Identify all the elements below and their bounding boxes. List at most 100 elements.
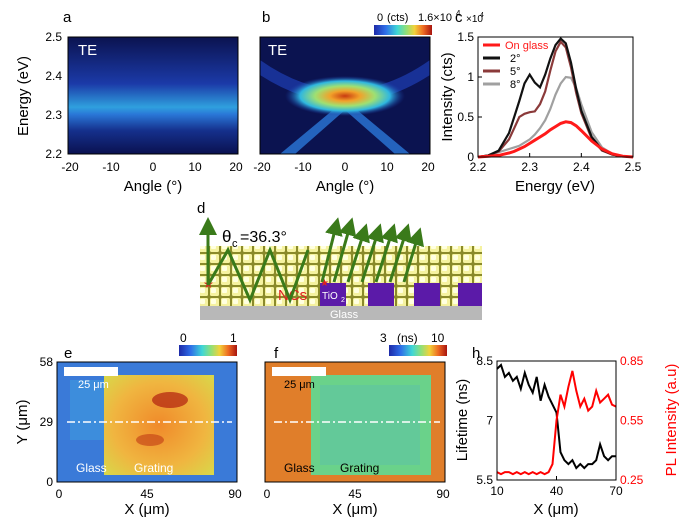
panel-b-dispersion-lower xyxy=(280,100,410,154)
panel-e-xtick: 45 xyxy=(140,487,154,501)
panel-b-frame xyxy=(259,36,431,155)
panel-f-colorbar-max: 10 xyxy=(431,331,445,345)
panel-c-ytick: 1.5 xyxy=(457,30,474,44)
panel-d-outcoupled-ray xyxy=(332,217,357,283)
panel-c-series-on-glass xyxy=(477,120,634,159)
panel-a-ytick: 2.4 xyxy=(45,69,62,83)
panel-e: e 25 μm Glass Grating 0 1 58 29 0 0 45 9… xyxy=(14,331,242,518)
panel-d-theta: θ xyxy=(222,227,231,246)
panel-h-ylabel-left: Lifetime (ns) xyxy=(454,379,471,462)
panel-c-series-8- xyxy=(477,75,634,159)
panel-f-scalebar xyxy=(272,367,326,376)
panel-h-ytick-right: 0.25 xyxy=(620,473,644,487)
panel-c-ylabel: Intensity (cts) xyxy=(439,52,456,141)
panel-a-letter: a xyxy=(63,9,72,26)
panel-a-ytick: 2.2 xyxy=(45,147,62,161)
panel-d-theta-sub: c xyxy=(232,238,238,250)
panel-c-letter: c xyxy=(455,9,463,26)
panel-c-xtick: 2.2 xyxy=(470,160,487,174)
panel-c-series-5- xyxy=(477,39,634,159)
panel-a-yticks: 2.5 2.4 2.3 2.2 xyxy=(45,30,62,161)
panel-f-colorbar-min: 3 xyxy=(380,331,387,345)
panel-a-xtick: 10 xyxy=(188,160,202,174)
panel-b-letter: b xyxy=(262,9,270,26)
panel-h: h 10 40 70 5.5 7 8.5 0.25 0.55 0.85 X (μm) Lifet… xyxy=(454,345,680,518)
panel-b-xticks: -20 -10 0 10 20 xyxy=(253,160,435,174)
panel-d-outcoupled-ray xyxy=(388,223,412,283)
panel-a-ylabel: Energy (eV) xyxy=(15,56,32,136)
panel-h-ytick-right: 0.85 xyxy=(620,354,644,368)
panel-e-grating-label: Grating xyxy=(134,461,173,475)
panel-e-scalebar xyxy=(64,367,118,376)
panel-h-series-pl-intensity xyxy=(496,370,617,476)
panel-b-colorbar-unit: (cts) xyxy=(387,12,408,24)
panel-d-outcoupled-ray xyxy=(374,223,398,283)
panel-d-glass-label: Glass xyxy=(330,309,359,321)
panel-e-glass-label: Glass xyxy=(76,461,107,475)
panel-e-glass-texture xyxy=(70,380,110,440)
panel-e-scalebar-label: 25 μm xyxy=(78,379,109,391)
panel-f-xlabel: X (μm) xyxy=(332,501,377,518)
panel-e-hot-spot xyxy=(152,392,188,408)
panel-e-xtick: 0 xyxy=(56,487,63,501)
panel-e-grating-region xyxy=(104,375,214,475)
panel-c-xlabel: Energy (eV) xyxy=(515,178,595,195)
panel-b-colorbar-max: 1.6×10 xyxy=(418,12,452,24)
panel-h-xlabel: X (μm) xyxy=(533,501,578,518)
panel-e-ytick: 29 xyxy=(40,415,54,429)
panel-c-ytick: 0.5 xyxy=(457,110,474,124)
panel-c-legend-label: 2° xyxy=(510,53,521,65)
panel-d: d Glass TiO 2 NCs ★ ★ θ c =36.3° xyxy=(197,200,482,321)
panel-c-series-2- xyxy=(477,36,634,159)
panel-a-xtick: -20 xyxy=(61,160,79,174)
panel-d-letter: d xyxy=(197,200,205,217)
panel-f-colorbar xyxy=(389,345,447,356)
panel-c-frame xyxy=(477,36,634,158)
panel-a-ytick: 2.5 xyxy=(45,30,62,44)
panel-c-xtick: 2.3 xyxy=(521,160,538,174)
panel-b-xlabel: Angle (°) xyxy=(316,178,375,195)
panel-f-grating-label: Grating xyxy=(340,461,379,475)
panel-d-emitter-star: ★ xyxy=(320,278,329,289)
panel-c-legend-label: 5° xyxy=(510,66,521,78)
panel-b-xtick: 0 xyxy=(342,160,349,174)
panel-f-glass-label: Glass xyxy=(284,461,315,475)
panel-b: TE b 0 (cts) 1.6×10 4 -20 -10 0 10 20 An… xyxy=(253,9,461,195)
panel-e-xticks: 0 45 90 xyxy=(56,487,242,501)
panel-f: f 25 μm Glass Grating 3 (ns) 10 0 45 90 … xyxy=(264,331,450,518)
panel-f-grating-texture xyxy=(320,385,420,465)
panel-e-frame xyxy=(56,361,238,483)
panel-c-ytick: 1 xyxy=(467,70,474,84)
panel-e-ytick: 58 xyxy=(40,355,54,369)
panel-f-frame xyxy=(264,361,446,483)
panel-b-xtick: 10 xyxy=(380,160,394,174)
panel-h-xtick: 10 xyxy=(490,484,504,498)
panel-a-xtick: -10 xyxy=(102,160,120,174)
panel-h-plot-area: 10 40 70 5.5 7 8.5 0.25 0.55 0.85 xyxy=(476,354,643,498)
panel-b-xtick: 20 xyxy=(421,160,435,174)
panel-c-xtick: 2.5 xyxy=(625,160,642,174)
panel-a-frame xyxy=(67,36,239,155)
panel-e-colorbar-min: 0 xyxy=(180,331,187,345)
panel-b-hotspot xyxy=(285,76,405,116)
panel-h-series-lifetime xyxy=(496,363,616,470)
panel-a-mode-label: TE xyxy=(78,42,97,59)
panel-a: TE a 2.5 2.4 2.3 2.2 -20 -10 0 10 20 Ang… xyxy=(15,9,243,195)
panel-e-colorbar-max: 1 xyxy=(230,331,237,345)
panel-d-glass-substrate xyxy=(200,306,482,320)
panel-d-outcoupled-ray xyxy=(360,223,384,283)
panel-e-colorbar xyxy=(179,345,237,356)
panel-f-colorbar-unit: (ns) xyxy=(397,331,418,345)
panel-a-xtick: 20 xyxy=(229,160,243,174)
panel-h-letter: h xyxy=(472,345,480,362)
panel-d-theta-value: =36.3° xyxy=(240,229,287,246)
panel-d-rays xyxy=(199,217,424,305)
panel-c: c ×10 4 2.2 2.3 2.4 2.5 0 0.5 1 1.5 Energy (eV)… xyxy=(439,9,642,195)
panel-e-xtick: 90 xyxy=(228,487,242,501)
panel-a-ytick: 2.3 xyxy=(45,108,62,122)
panel-f-scalebar-label: 25 μm xyxy=(284,379,315,391)
panel-d-tio2-sub: 2 xyxy=(341,297,345,304)
panel-h-ytick-left: 8.5 xyxy=(476,354,493,368)
